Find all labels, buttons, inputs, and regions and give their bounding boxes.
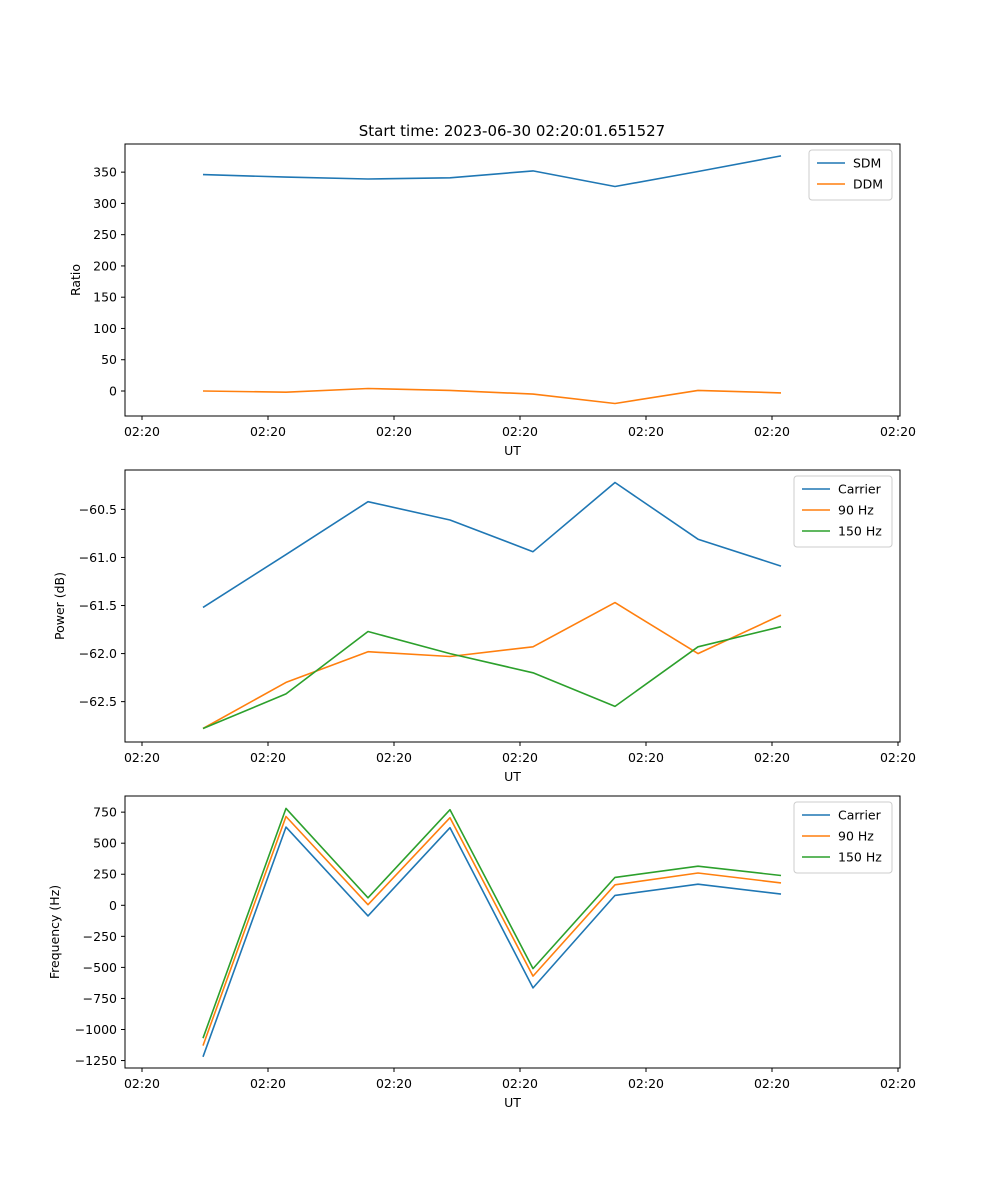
- x-tick-label: 02:20: [502, 424, 538, 439]
- x-tick-label: 02:20: [250, 750, 286, 765]
- y-tick-label: 350: [93, 165, 117, 180]
- legend-box: [793, 475, 893, 548]
- x-tick-label: 02:20: [628, 750, 664, 765]
- x-tick-label: 02:20: [376, 1076, 412, 1091]
- y-tick-label: 300: [93, 196, 117, 211]
- series-line-carrier: [202, 826, 782, 1058]
- y-axis-label: Ratio: [68, 264, 83, 296]
- y-tick-label: 750: [93, 805, 117, 820]
- panel-2: −62.5 −62.0 −61.5 −61.0 −60.5 02:20 02:20 02:20…: [52, 469, 916, 784]
- legend-label: 150 Hz: [838, 524, 882, 539]
- series-line-ddm: [202, 387, 782, 405]
- x-tick-label: 02:20: [502, 1076, 538, 1091]
- y-axis-label: Power (dB): [52, 572, 67, 640]
- x-tick-label: 02:20: [754, 750, 790, 765]
- x-axis-label: UT: [504, 769, 521, 784]
- legend-label: DDM: [853, 177, 883, 192]
- x-axis-label: UT: [504, 443, 521, 458]
- series-line-sdm: [202, 155, 782, 188]
- x-tick-label: 02:20: [124, 424, 160, 439]
- legend-label: 90 Hz: [838, 503, 874, 518]
- y-tick-label: 100: [93, 321, 117, 336]
- legend-label: Carrier: [838, 482, 882, 497]
- x-tick-label: 02:20: [880, 1076, 916, 1091]
- x-tick-label: 02:20: [376, 424, 412, 439]
- y-tick-label: −60.5: [79, 502, 117, 517]
- x-tick-label: 02:20: [124, 1076, 160, 1091]
- series-line-150-hz: [202, 807, 782, 1039]
- y-tick-label: 0: [109, 383, 117, 398]
- axes-frame: [124, 143, 901, 417]
- panels: 0 50 100 150 200 250 300 350 02:20 02:20 02:20 02:2…: [47, 143, 916, 1110]
- y-tick-label: −750: [83, 991, 117, 1006]
- y-tick-label: 0: [109, 898, 117, 913]
- x-axis-label: UT: [504, 1095, 521, 1110]
- series-line-150-hz: [202, 625, 782, 730]
- legend-label: SDM: [853, 156, 881, 171]
- series-line-90-hz: [202, 601, 782, 730]
- series-line-90-hz: [202, 815, 782, 1046]
- x-tick-label: 02:20: [880, 750, 916, 765]
- panel-3: −1250 −1000 −750 −500 −250 0 250 500 750 02:20 02:…: [47, 795, 916, 1110]
- axes-frame: [124, 795, 901, 1069]
- x-tick-label: 02:20: [628, 424, 664, 439]
- x-tick-label: 02:20: [754, 1076, 790, 1091]
- x-tick-label: 02:20: [502, 750, 538, 765]
- x-tick-label: 02:20: [250, 424, 286, 439]
- x-tick-label: 02:20: [880, 424, 916, 439]
- x-tick-label: 02:20: [250, 1076, 286, 1091]
- legend-label: Carrier: [838, 808, 882, 823]
- legend-label: 90 Hz: [838, 829, 874, 844]
- y-tick-label: 250: [93, 227, 117, 242]
- x-tick-label: 02:20: [754, 424, 790, 439]
- y-tick-label: −62.0: [79, 646, 117, 661]
- y-tick-label: −62.5: [79, 694, 117, 709]
- x-tick-label: 02:20: [628, 1076, 664, 1091]
- y-tick-label: 50: [101, 352, 117, 367]
- panel-1: 0 50 100 150 200 250 300 350 02:20 02:20 02:20 02:2…: [68, 143, 916, 458]
- y-tick-label: −250: [83, 929, 117, 944]
- y-tick-label: −500: [83, 960, 117, 975]
- y-tick-label: −1000: [75, 1022, 117, 1037]
- figure-title: Start time: 2023-06-30 02:20:01.651527: [359, 122, 665, 140]
- legend-label: 150 Hz: [838, 850, 882, 865]
- x-tick-label: 02:20: [124, 750, 160, 765]
- y-axis-label: Frequency (Hz): [47, 885, 62, 979]
- axes-frame: [124, 469, 901, 743]
- y-tick-label: −61.5: [79, 598, 117, 613]
- y-tick-label: −1250: [75, 1053, 117, 1068]
- x-tick-label: 02:20: [376, 750, 412, 765]
- y-tick-label: 150: [93, 290, 117, 305]
- y-tick-label: 250: [93, 867, 117, 882]
- y-tick-label: −61.0: [79, 550, 117, 565]
- y-tick-label: 200: [93, 258, 117, 273]
- series-line-carrier: [202, 481, 782, 609]
- y-tick-label: 500: [93, 836, 117, 851]
- legend-box: [793, 801, 893, 874]
